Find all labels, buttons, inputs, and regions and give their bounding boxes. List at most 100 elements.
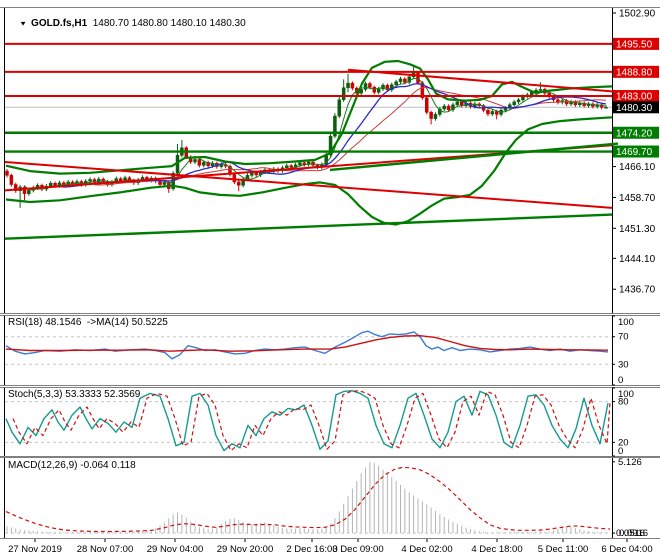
candle [403,78,407,83]
candle [328,135,333,156]
candle [206,162,210,166]
candle [503,107,508,111]
price-badge [613,101,659,114]
candle [298,162,302,166]
candle [162,182,167,185]
price-badge-label: 1480.30 [616,103,653,114]
candle [455,101,460,106]
candle [92,179,97,183]
macd-indicator-label: MACD(12,26,9) -0.064 0.118 [8,460,136,471]
macd-axis-top-label: 5.126 [618,457,642,468]
macd-axis-bottom-label: 0.0916 [619,528,648,539]
candle [202,162,206,166]
candle [394,81,398,86]
candle [341,87,346,101]
rsi-indicator-label: RSI(18) 48.1546 ->MA(14) 50.5225 [8,317,168,328]
price-badge [613,90,659,103]
candle [346,82,350,88]
candle [494,111,499,115]
candle [446,105,451,111]
price-badge-label: 1474.20 [616,128,653,139]
candle [337,99,342,117]
candle [442,105,446,110]
candle [350,82,355,89]
candle [88,179,92,182]
candle [538,89,543,91]
price-badge-label: 1469.70 [616,147,653,158]
time-axis-label: 4 Dec 18:00 [471,544,522,555]
candle [254,172,258,176]
symbol-label: GOLD.fs,H1 [31,18,88,29]
rsi-panel: 100 70 30 0 [5,315,634,386]
candle [250,172,254,176]
candle [368,83,372,88]
candle [158,180,162,185]
candle [5,170,9,176]
candle [486,109,490,115]
candle [416,72,420,83]
time-axis-label: 29 Nov 20:00 [217,544,274,555]
candles-layer [5,65,608,208]
time-axis-label: 5 Dec 11:00 [538,544,589,555]
candle [13,184,18,191]
price-badge [613,145,659,158]
price-axis-label: 1436.70 [619,285,656,296]
price-axis-label: 1466.10 [619,162,656,173]
time-axis-label: 28 Nov 07:00 [77,544,134,555]
candle [433,114,438,119]
indicator-axis-label: 80 [618,397,629,408]
indicator-axis-label: 70 [618,332,629,343]
candle [302,162,307,165]
candle [516,99,521,103]
indicator-axis-label: 0 [618,446,623,457]
candle [289,165,293,168]
indicator-axis-label: 0 [618,375,623,386]
ohlc-label: 1480.70 1480.80 1480.10 1480.30 [92,18,246,29]
price-axis-label: 1444.10 [619,254,656,265]
indicator-axis-label: 20 [618,437,629,448]
candle [398,78,403,83]
time-axis-label: 6 Dec 04:00 [601,544,652,555]
panel-frames [0,7,660,539]
candle [604,107,608,109]
candle [372,87,377,93]
candle [9,175,14,185]
price-axis: 1502.90 1466.10 1458.70 1451.30 1444.10 1436.… [612,9,659,296]
level-lines [5,42,612,153]
price-axis-label: 1502.90 [619,9,656,20]
symbol-dropdown-icon[interactable]: ▼ [19,19,28,28]
time-axis-label: 3 Dec 09:00 [332,544,383,555]
price-badge-label: 1495.50 [616,39,653,50]
price-axis-label: 1458.70 [619,193,656,204]
candle [424,97,429,113]
candle [512,101,516,106]
price-badge [613,126,659,139]
price-axis-label: 1451.30 [619,224,656,235]
chart-title-bar: ▼ GOLD.fs,H1 1480.70 1480.80 1480.10 1480… [8,7,246,40]
time-axis-label: 2 Dec 16:00 [286,544,337,555]
candle [285,165,289,169]
candle [193,159,197,163]
candle [490,111,495,115]
stoch-indicator-label: Stoch(5,3,3) 53.3333 52.3569 [8,389,141,400]
indicator-axis-label: 30 [618,359,629,370]
candle [385,84,390,91]
candle [333,115,337,137]
macd-axis-bottom-label: 0.0516 [616,528,645,539]
trendline-layer [4,68,619,240]
price-badge [613,37,659,50]
candle [22,186,27,194]
candle [27,190,31,194]
candle [376,88,381,93]
candle [429,112,433,119]
price-badge-label: 1483.00 [616,92,653,103]
price-badge [613,65,659,78]
indicator-axis-label: 100 [618,389,634,400]
candle [197,159,202,166]
main-chart [4,42,619,240]
time-axis-label: 29 Nov 04:00 [147,544,204,555]
